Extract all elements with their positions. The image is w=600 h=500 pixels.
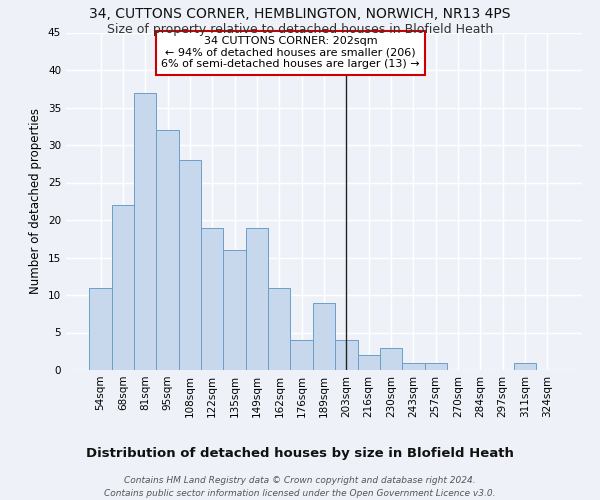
Bar: [179, 160, 201, 370]
Bar: [313, 302, 335, 370]
Bar: [134, 92, 157, 370]
Text: Contains HM Land Registry data © Crown copyright and database right 2024.
Contai: Contains HM Land Registry data © Crown c…: [104, 476, 496, 498]
Bar: [246, 228, 268, 370]
Bar: [223, 250, 246, 370]
Text: Distribution of detached houses by size in Blofield Heath: Distribution of detached houses by size …: [86, 448, 514, 460]
Text: 34, CUTTONS CORNER, HEMBLINGTON, NORWICH, NR13 4PS: 34, CUTTONS CORNER, HEMBLINGTON, NORWICH…: [89, 8, 511, 22]
Bar: [514, 362, 536, 370]
Text: Size of property relative to detached houses in Blofield Heath: Size of property relative to detached ho…: [107, 22, 493, 36]
Bar: [335, 340, 358, 370]
Bar: [402, 362, 425, 370]
Bar: [268, 288, 290, 370]
Bar: [112, 205, 134, 370]
Bar: [201, 228, 223, 370]
Bar: [157, 130, 179, 370]
Bar: [380, 348, 402, 370]
Bar: [290, 340, 313, 370]
Bar: [425, 362, 447, 370]
Bar: [358, 355, 380, 370]
Text: 34 CUTTONS CORNER: 202sqm
← 94% of detached houses are smaller (206)
6% of semi-: 34 CUTTONS CORNER: 202sqm ← 94% of detac…: [161, 36, 420, 70]
Y-axis label: Number of detached properties: Number of detached properties: [29, 108, 43, 294]
Bar: [89, 288, 112, 370]
